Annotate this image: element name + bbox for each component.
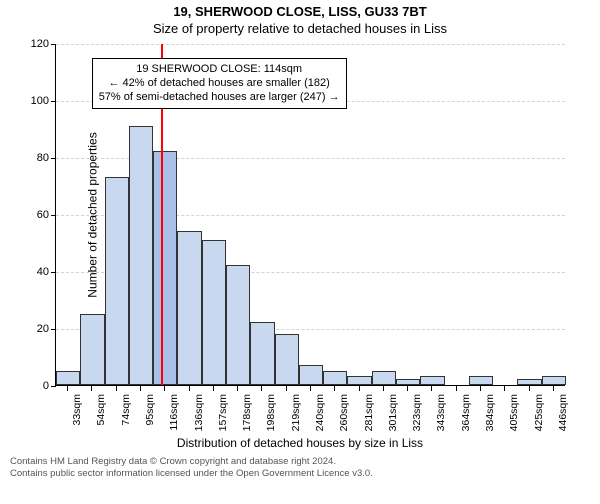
xtick-label: 136sqm bbox=[193, 394, 205, 431]
y-axis-label: Number of detached properties bbox=[86, 132, 100, 297]
xtick-mark bbox=[504, 386, 505, 391]
xtick-mark bbox=[140, 386, 141, 391]
ytick-label: 120 bbox=[19, 38, 49, 50]
histogram-bar bbox=[323, 371, 347, 385]
histogram-bar bbox=[105, 177, 129, 385]
histogram-bar bbox=[129, 126, 153, 385]
xtick-mark bbox=[480, 386, 481, 391]
xtick-mark bbox=[310, 386, 311, 391]
xtick-label: 425sqm bbox=[533, 394, 545, 431]
xtick-label: 116sqm bbox=[168, 394, 180, 431]
ytick-label: 40 bbox=[19, 266, 49, 278]
xtick-mark bbox=[359, 386, 360, 391]
ytick-mark bbox=[51, 272, 56, 273]
xtick-label: 240sqm bbox=[314, 394, 326, 431]
histogram-bar bbox=[226, 265, 250, 385]
xtick-label: 157sqm bbox=[217, 394, 229, 431]
footer-attribution: Contains HM Land Registry data © Crown c… bbox=[10, 456, 600, 481]
ytick-mark bbox=[51, 101, 56, 102]
histogram-bar bbox=[396, 379, 420, 385]
histogram-bar bbox=[420, 376, 444, 385]
histogram-bar bbox=[275, 334, 299, 385]
annotation-box: 19 SHERWOOD CLOSE: 114sqm← 42% of detach… bbox=[92, 58, 347, 109]
gridline bbox=[56, 44, 565, 45]
footer-line-2: Contains public sector information licen… bbox=[10, 468, 600, 480]
xtick-mark bbox=[261, 386, 262, 391]
xtick-mark bbox=[431, 386, 432, 391]
histogram-bar bbox=[56, 371, 80, 385]
xtick-label: 260sqm bbox=[338, 394, 350, 431]
xtick-label: 219sqm bbox=[290, 394, 302, 431]
xtick-label: 54sqm bbox=[95, 394, 107, 426]
annotation-line: 19 SHERWOOD CLOSE: 114sqm bbox=[99, 62, 340, 76]
ytick-mark bbox=[51, 215, 56, 216]
xtick-mark bbox=[67, 386, 68, 391]
chart-region: 19 SHERWOOD CLOSE: 114sqm← 42% of detach… bbox=[55, 44, 565, 386]
ytick-label: 60 bbox=[19, 209, 49, 221]
chart-title-sub: Size of property relative to detached ho… bbox=[0, 21, 600, 36]
histogram-bar bbox=[372, 371, 396, 385]
xtick-label: 74sqm bbox=[120, 394, 132, 426]
xtick-label: 446sqm bbox=[557, 394, 569, 431]
histogram-bar bbox=[202, 240, 226, 385]
ytick-mark bbox=[51, 386, 56, 387]
ytick-label: 80 bbox=[19, 152, 49, 164]
xtick-label: 301sqm bbox=[387, 394, 399, 431]
xtick-label: 198sqm bbox=[265, 394, 277, 431]
annotation-line: 57% of semi-detached houses are larger (… bbox=[99, 90, 340, 104]
ytick-label: 100 bbox=[19, 95, 49, 107]
histogram-bar bbox=[177, 231, 201, 385]
xtick-mark bbox=[407, 386, 408, 391]
xtick-mark bbox=[189, 386, 190, 391]
xtick-mark bbox=[116, 386, 117, 391]
footer-line-1: Contains HM Land Registry data © Crown c… bbox=[10, 456, 600, 468]
xtick-mark bbox=[164, 386, 165, 391]
xtick-mark bbox=[456, 386, 457, 391]
ytick-label: 20 bbox=[19, 323, 49, 335]
x-axis-label: Distribution of detached houses by size … bbox=[0, 436, 600, 450]
xtick-label: 281sqm bbox=[363, 394, 375, 431]
ytick-label: 0 bbox=[19, 380, 49, 392]
xtick-label: 178sqm bbox=[241, 394, 253, 431]
histogram-bar bbox=[542, 376, 566, 385]
xtick-label: 364sqm bbox=[460, 394, 472, 431]
xtick-mark bbox=[213, 386, 214, 391]
xtick-label: 384sqm bbox=[484, 394, 496, 431]
histogram-bar bbox=[153, 151, 177, 385]
chart-title-main: 19, SHERWOOD CLOSE, LISS, GU33 7BT bbox=[0, 4, 600, 19]
xtick-mark bbox=[529, 386, 530, 391]
xtick-label: 323sqm bbox=[411, 394, 423, 431]
xtick-label: 95sqm bbox=[144, 394, 156, 426]
xtick-label: 343sqm bbox=[435, 394, 447, 431]
xtick-mark bbox=[553, 386, 554, 391]
xtick-mark bbox=[286, 386, 287, 391]
annotation-line: ← 42% of detached houses are smaller (18… bbox=[99, 76, 340, 90]
histogram-bar bbox=[80, 314, 104, 385]
xtick-label: 405sqm bbox=[508, 394, 520, 431]
xtick-mark bbox=[383, 386, 384, 391]
histogram-bar bbox=[517, 379, 541, 385]
ytick-mark bbox=[51, 329, 56, 330]
xtick-mark bbox=[334, 386, 335, 391]
plot-area: 19 SHERWOOD CLOSE: 114sqm← 42% of detach… bbox=[55, 44, 565, 386]
histogram-bar bbox=[347, 376, 371, 385]
histogram-bar bbox=[469, 376, 493, 385]
ytick-mark bbox=[51, 158, 56, 159]
ytick-mark bbox=[51, 44, 56, 45]
xtick-mark bbox=[91, 386, 92, 391]
xtick-mark bbox=[237, 386, 238, 391]
histogram-bar bbox=[250, 322, 274, 385]
histogram-bar bbox=[299, 365, 323, 385]
xtick-label: 33sqm bbox=[71, 394, 83, 426]
